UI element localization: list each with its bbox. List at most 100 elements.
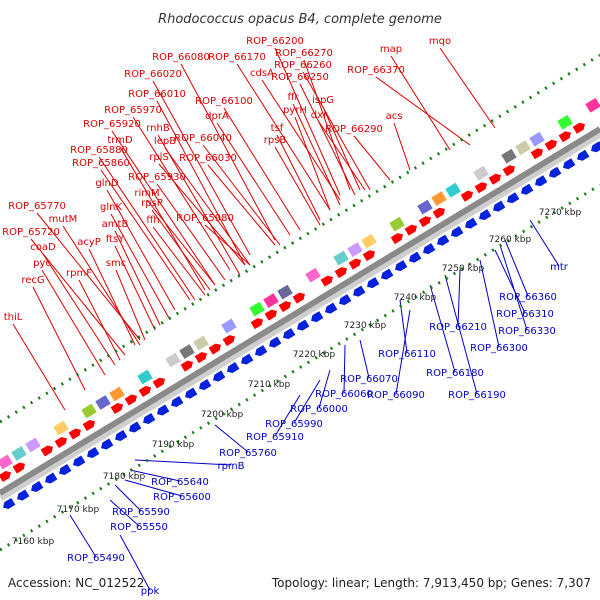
reverse-gene-arrow bbox=[129, 421, 142, 433]
leader-lines bbox=[12, 47, 560, 591]
gene-label-rop-66010: ROP_66010 bbox=[128, 89, 186, 100]
forward-gene-arrow bbox=[278, 301, 291, 313]
gene-label-rop-66270: ROP_66270 bbox=[275, 48, 333, 59]
gene-label-rnhb: rnhB bbox=[146, 123, 170, 134]
gene-label-rop-65990: ROP_65990 bbox=[265, 419, 323, 430]
forward-gene-arrow bbox=[572, 122, 585, 134]
feature-block bbox=[501, 148, 517, 164]
forward-gene-arrow bbox=[12, 462, 25, 474]
gene-label-glnd: glnD bbox=[95, 178, 118, 189]
forward-gene-arrow bbox=[432, 207, 445, 219]
leader-line-rpmb bbox=[134, 459, 232, 466]
reverse-gene-arrow bbox=[157, 404, 170, 416]
gene-label-rop-65760: ROP_65760 bbox=[219, 448, 277, 459]
reverse-gene-arrow bbox=[241, 353, 254, 365]
gene-label-rpsb: rpsB bbox=[264, 135, 287, 146]
gene-label-trmd: trmD bbox=[107, 135, 133, 146]
kbp-tick-7160-kbp: 7160 kbp bbox=[12, 537, 55, 547]
reverse-gene-arrow bbox=[199, 379, 212, 391]
gene-label-rop-66180: ROP_66180 bbox=[426, 368, 484, 379]
forward-gene-arrow bbox=[320, 275, 333, 287]
leader-line-rop-66360 bbox=[504, 239, 529, 297]
gene-label-dpra: dprA bbox=[205, 111, 229, 122]
gene-label-rop-66200: ROP_66200 bbox=[246, 36, 304, 47]
reverse-gene-arrow bbox=[381, 268, 394, 280]
forward-gene-arrow bbox=[222, 335, 235, 347]
feature-block bbox=[445, 182, 461, 198]
leader-line-rop-66170 bbox=[236, 63, 331, 211]
forward-gene-arrow bbox=[418, 216, 431, 228]
forward-gene-arrow bbox=[544, 139, 557, 151]
gene-label-rop-65880: ROP_65880 bbox=[70, 145, 128, 156]
gene-label-rop-65490: ROP_65490 bbox=[67, 553, 125, 564]
leader-line-thil bbox=[12, 323, 66, 411]
reverse-gene-arrow bbox=[437, 234, 450, 246]
leader-line-rop-66110 bbox=[399, 299, 408, 354]
leader-line-rop-65590 bbox=[114, 484, 142, 512]
leader-line-rop-65920 bbox=[111, 130, 216, 286]
leader-line-rpsb bbox=[274, 146, 321, 226]
gene-label-map: map bbox=[380, 44, 402, 55]
leader-line-rop-66330 bbox=[499, 244, 528, 331]
forward-gene-arrow bbox=[474, 182, 487, 194]
forward-gene-arrow bbox=[208, 343, 221, 355]
leader-line-pyrh bbox=[294, 116, 331, 211]
forward-gene-arrow bbox=[110, 403, 123, 415]
gene-label-acs: acs bbox=[386, 111, 403, 122]
leader-line-rop-66020 bbox=[152, 80, 251, 256]
leader-line-dpra bbox=[216, 122, 291, 236]
leader-line-rop-65760 bbox=[214, 424, 249, 453]
feature-block bbox=[333, 250, 349, 266]
gene-label-amtb: amtB bbox=[102, 219, 129, 230]
forward-gene-arrow bbox=[180, 360, 193, 372]
feature-block bbox=[557, 114, 573, 130]
gene-label-rop-66170: ROP_66170 bbox=[208, 52, 266, 63]
genome-summary-label: Topology: linear; Length: 7,913,450 bp; … bbox=[271, 576, 591, 590]
gene-label-mqo: mqo bbox=[429, 36, 451, 47]
leader-line-rop-65550 bbox=[109, 499, 140, 527]
feature-block bbox=[95, 395, 111, 410]
reverse-gene-arrow bbox=[227, 362, 240, 374]
feature-block bbox=[249, 301, 265, 317]
leader-line-rop-66290 bbox=[353, 135, 391, 181]
leader-line-rop-65990 bbox=[293, 379, 321, 424]
gene-label-rop-66020: ROP_66020 bbox=[124, 69, 182, 80]
forward-gene-arrow bbox=[460, 190, 473, 202]
leader-line-rop-66030 bbox=[207, 164, 276, 246]
reverse-gene-arrow bbox=[115, 430, 128, 441]
gene-label-rop-66370: ROP_66370 bbox=[347, 65, 405, 76]
feature-block bbox=[179, 344, 195, 359]
gene-label-rop-66330: ROP_66330 bbox=[498, 326, 556, 337]
leader-line-amtb bbox=[114, 230, 161, 326]
feature-block bbox=[529, 131, 545, 147]
gene-label-recg: recG bbox=[21, 275, 44, 286]
feature-block bbox=[11, 446, 27, 461]
reverse-gene-arrow bbox=[297, 319, 310, 331]
leader-line-tsf bbox=[276, 134, 321, 221]
reverse-gene-arrow bbox=[493, 200, 506, 212]
gene-label-rop-66000: ROP_66000 bbox=[290, 404, 348, 415]
reverse-gene-arrow bbox=[213, 370, 226, 382]
gene-label-rop-66300: ROP_66300 bbox=[470, 343, 528, 354]
gene-label-pyrh: pyrH bbox=[283, 105, 307, 116]
leader-line-rnhb bbox=[157, 134, 241, 276]
gene-label-lepb: lepB bbox=[154, 136, 176, 147]
kbp-tick-7190-kbp: 7190 kbp bbox=[152, 440, 195, 450]
reverse-gene-arrow bbox=[31, 480, 44, 492]
leader-line-ffh bbox=[152, 226, 206, 296]
leader-line-dxr bbox=[318, 121, 366, 191]
leader-line-rop-65490 bbox=[69, 514, 97, 558]
gene-label-rop-65550: ROP_65550 bbox=[110, 522, 168, 533]
reverse-gene-arrow bbox=[87, 446, 100, 458]
feature-block bbox=[347, 242, 363, 258]
forward-gene-arrow bbox=[250, 318, 263, 330]
gene-label-rop-65770: ROP_65770 bbox=[8, 201, 66, 212]
gene-label-pyc: pyc bbox=[33, 258, 51, 269]
reverse-gene-arrow bbox=[395, 260, 408, 272]
gene-label-rop-66190: ROP_66190 bbox=[448, 390, 506, 401]
leader-line-rop-65640 bbox=[129, 469, 181, 482]
reverse-gene-arrow bbox=[535, 175, 548, 187]
gene-label-ffh: ffh bbox=[146, 215, 159, 226]
